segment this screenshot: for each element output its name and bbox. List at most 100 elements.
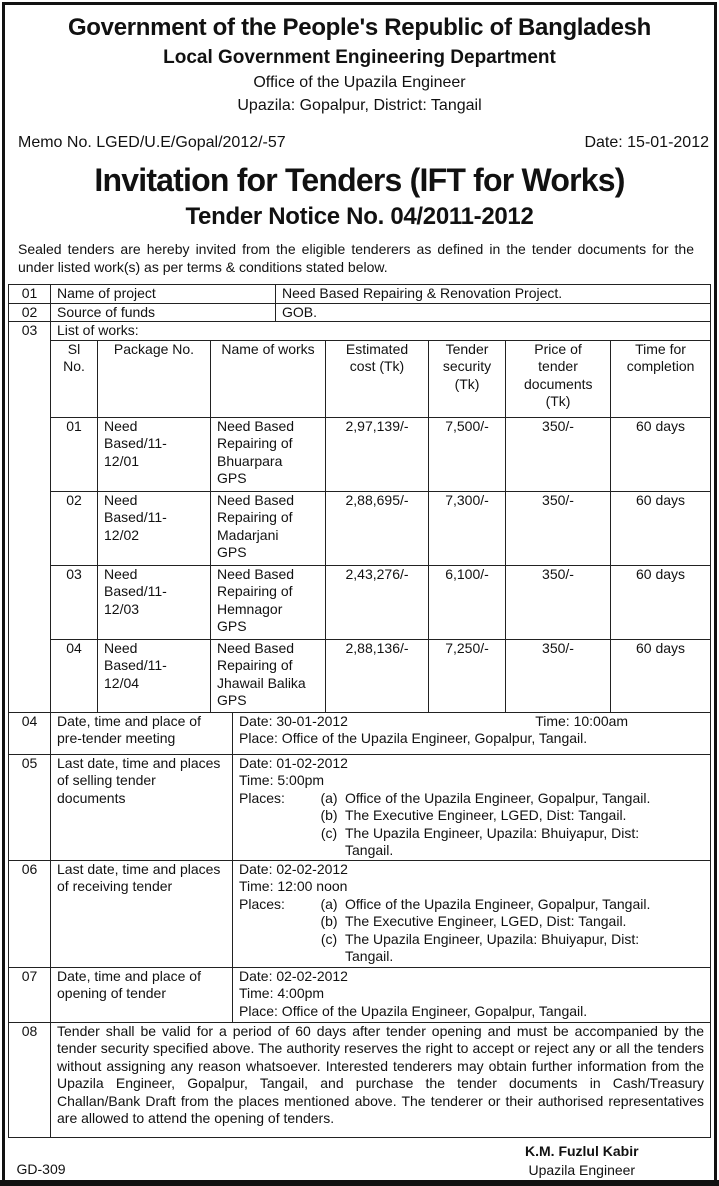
opening-date: Date: 02-02-2012 bbox=[239, 967, 348, 984]
work-package: Need Based/11-12/03 bbox=[97, 564, 211, 640]
meeting-date: Date: 30-01-2012 bbox=[239, 712, 348, 729]
work-time: 60 days bbox=[610, 416, 712, 492]
location-heading: Upazila: Gopalpur, District: Tangail bbox=[237, 97, 482, 114]
bottom-band bbox=[0, 1180, 719, 1186]
place-marker: (a) bbox=[320, 789, 338, 806]
places-label: Places: bbox=[239, 895, 285, 912]
col-header-sl: Sl No. bbox=[50, 339, 98, 418]
work-security: 7,250/- bbox=[428, 638, 507, 713]
row-number: 02 bbox=[8, 302, 51, 322]
work-cost: 2,88,136/- bbox=[325, 638, 430, 713]
row-opening-tender: 07 Date, time and place of opening of te… bbox=[8, 966, 712, 1023]
place-marker: (b) bbox=[320, 807, 338, 823]
row-label: Last date, time and places of selling te… bbox=[50, 753, 233, 861]
department-heading: Local Government Engineering Department bbox=[163, 47, 556, 68]
work-row: 01 Need Based/11-12/01 Need Based Repair… bbox=[9, 416, 712, 492]
footer-row: GD-309 K.M. Fuzlul Kabir Upazila Enginee… bbox=[8, 1136, 711, 1182]
notice-title: Invitation for Tenders (IFT for Works) bbox=[94, 162, 625, 198]
row-number: 06 bbox=[8, 859, 51, 968]
row-label: Last date, time and places of receiving … bbox=[50, 859, 233, 968]
row-value: Date: 01-02-2012 Time: 5:00pm Places: (a)… bbox=[231, 753, 712, 861]
row-label: Name of project bbox=[49, 284, 277, 304]
work-row: 02 Need Based/11-12/02 Need Based Repair… bbox=[9, 490, 712, 566]
work-security: 6,100/- bbox=[428, 564, 507, 640]
row-value: Date: 30-01-2012 Time: 10:00am Place: Off… bbox=[231, 711, 712, 755]
row-value: GOB. bbox=[275, 302, 712, 322]
col-header-package: Package No. bbox=[97, 339, 211, 418]
intro-paragraph: Sealed tenders are hereby invited from t… bbox=[18, 241, 694, 275]
meeting-time: Time: 10:00am bbox=[535, 712, 629, 729]
row-pre-tender-meeting: 04 Date, time and place of pre-tender me… bbox=[8, 711, 712, 755]
place-item: Office of the Upazila Engineer, Gopalpur… bbox=[345, 895, 651, 912]
opening-time: Time: 4:00pm bbox=[239, 985, 325, 1001]
tender-table: 01 Name of project Need Based Repairing … bbox=[8, 284, 712, 1182]
row-label: Source of funds bbox=[49, 302, 277, 322]
receiving-time: Time: 12:00 noon bbox=[239, 878, 348, 894]
opening-place: Place: Office of the Upazila Engineer, G… bbox=[239, 1002, 588, 1019]
work-name: Need Based Repairing of Madarjani GPS bbox=[209, 490, 327, 566]
signatory-name: K.M. Fuzlul Kabir bbox=[525, 1142, 639, 1159]
work-time: 60 days bbox=[610, 490, 712, 566]
row-number: 01 bbox=[8, 284, 51, 304]
work-cost: 2,88,695/- bbox=[325, 490, 430, 566]
place-marker: (c) bbox=[320, 930, 338, 947]
memo-number: Memo No. LGED/U.E/Gopal/2012/-57 bbox=[18, 134, 286, 151]
row-label: List of works: bbox=[49, 321, 712, 341]
row-label: Date, time and place of pre-tender meeti… bbox=[50, 711, 233, 755]
work-sl: 04 bbox=[50, 638, 98, 713]
meeting-place: Place: Office of the Upazila Engineer, G… bbox=[239, 730, 588, 746]
row-number: 08 bbox=[8, 1021, 51, 1138]
place-item: The Executive Engineer, LGED, Dist: Tang… bbox=[345, 913, 627, 929]
row-works: 03 List of works: bbox=[8, 321, 712, 713]
work-name: Need Based Repairing of Jhawail Balika G… bbox=[209, 638, 327, 713]
signatory-designation: Upazila Engineer bbox=[528, 1161, 636, 1178]
row-validity-terms: 08 Tender shall be valid for a period of… bbox=[8, 1021, 712, 1138]
gd-code: GD-309 bbox=[16, 1160, 66, 1177]
selling-date: Date: 01-02-2012 bbox=[239, 754, 348, 771]
memo-date: Date: 15-01-2012 bbox=[584, 134, 709, 151]
row-selling-documents: 05 Last date, time and places of selling… bbox=[8, 753, 712, 861]
work-row: 03 Need Based/11-12/03 Need Based Repair… bbox=[9, 564, 712, 640]
work-time: 60 days bbox=[610, 564, 712, 640]
work-package: Need Based/11-12/01 bbox=[97, 416, 211, 492]
row-number: 03 bbox=[8, 321, 51, 713]
work-security: 7,500/- bbox=[428, 416, 507, 492]
office-heading: Office of the Upazila Engineer bbox=[253, 74, 466, 91]
col-header-price: Price of tender documents (Tk) bbox=[505, 339, 612, 418]
place-item: The Executive Engineer, LGED, Dist: Tang… bbox=[345, 807, 627, 823]
work-sl: 01 bbox=[50, 416, 98, 492]
place-item: Office of the Upazila Engineer, Gopalpur… bbox=[345, 789, 651, 806]
row-number: 05 bbox=[8, 753, 51, 861]
work-package: Need Based/11-12/04 bbox=[97, 638, 211, 713]
row-number: 07 bbox=[8, 966, 51, 1023]
row-funds: 02 Source of funds GOB. bbox=[8, 302, 712, 322]
terms-paragraph: Tender shall be valid for a period of 60… bbox=[49, 1021, 712, 1138]
col-header-name: Name of works bbox=[209, 339, 327, 418]
col-header-time: Time for completion bbox=[610, 339, 712, 418]
work-cost: 2,97,139/- bbox=[325, 416, 430, 492]
selling-time: Time: 5:00pm bbox=[239, 772, 325, 788]
row-receiving-tender: 06 Last date, time and places of receivi… bbox=[8, 859, 712, 968]
work-price: 350/- bbox=[505, 416, 612, 492]
work-sl: 03 bbox=[50, 564, 98, 640]
work-time: 60 days bbox=[610, 638, 712, 713]
places-label: Places: bbox=[239, 789, 285, 806]
place-marker: (c) bbox=[320, 824, 338, 841]
government-heading: Government of the People's Republic of B… bbox=[67, 14, 652, 41]
row-value: Date: 02-02-2012 Time: 4:00pm Place: Off… bbox=[231, 966, 712, 1023]
work-cost: 2,43,276/- bbox=[325, 564, 430, 640]
work-row: 04 Need Based/11-12/04 Need Based Repair… bbox=[9, 638, 712, 713]
work-price: 350/- bbox=[505, 564, 612, 640]
work-name: Need Based Repairing of Hemnagor GPS bbox=[209, 564, 327, 640]
row-number: 04 bbox=[8, 711, 51, 755]
work-package: Need Based/11-12/02 bbox=[97, 490, 211, 566]
row-value: Need Based Repairing & Renovation Projec… bbox=[275, 284, 712, 304]
place-item: The Upazila Engineer, Upazila: Bhuiyapur… bbox=[345, 824, 640, 859]
work-sl: 02 bbox=[50, 490, 98, 566]
row-label: Date, time and place of opening of tende… bbox=[50, 966, 233, 1023]
receiving-date: Date: 02-02-2012 bbox=[239, 860, 348, 877]
work-name: Need Based Repairing of Bhuarpara GPS bbox=[209, 416, 327, 492]
col-header-security: Tender security (Tk) bbox=[428, 339, 507, 418]
row-value: Date: 02-02-2012 Time: 12:00 noon Places… bbox=[231, 859, 712, 968]
place-item: The Upazila Engineer, Upazila: Bhuiyapur… bbox=[345, 930, 640, 965]
